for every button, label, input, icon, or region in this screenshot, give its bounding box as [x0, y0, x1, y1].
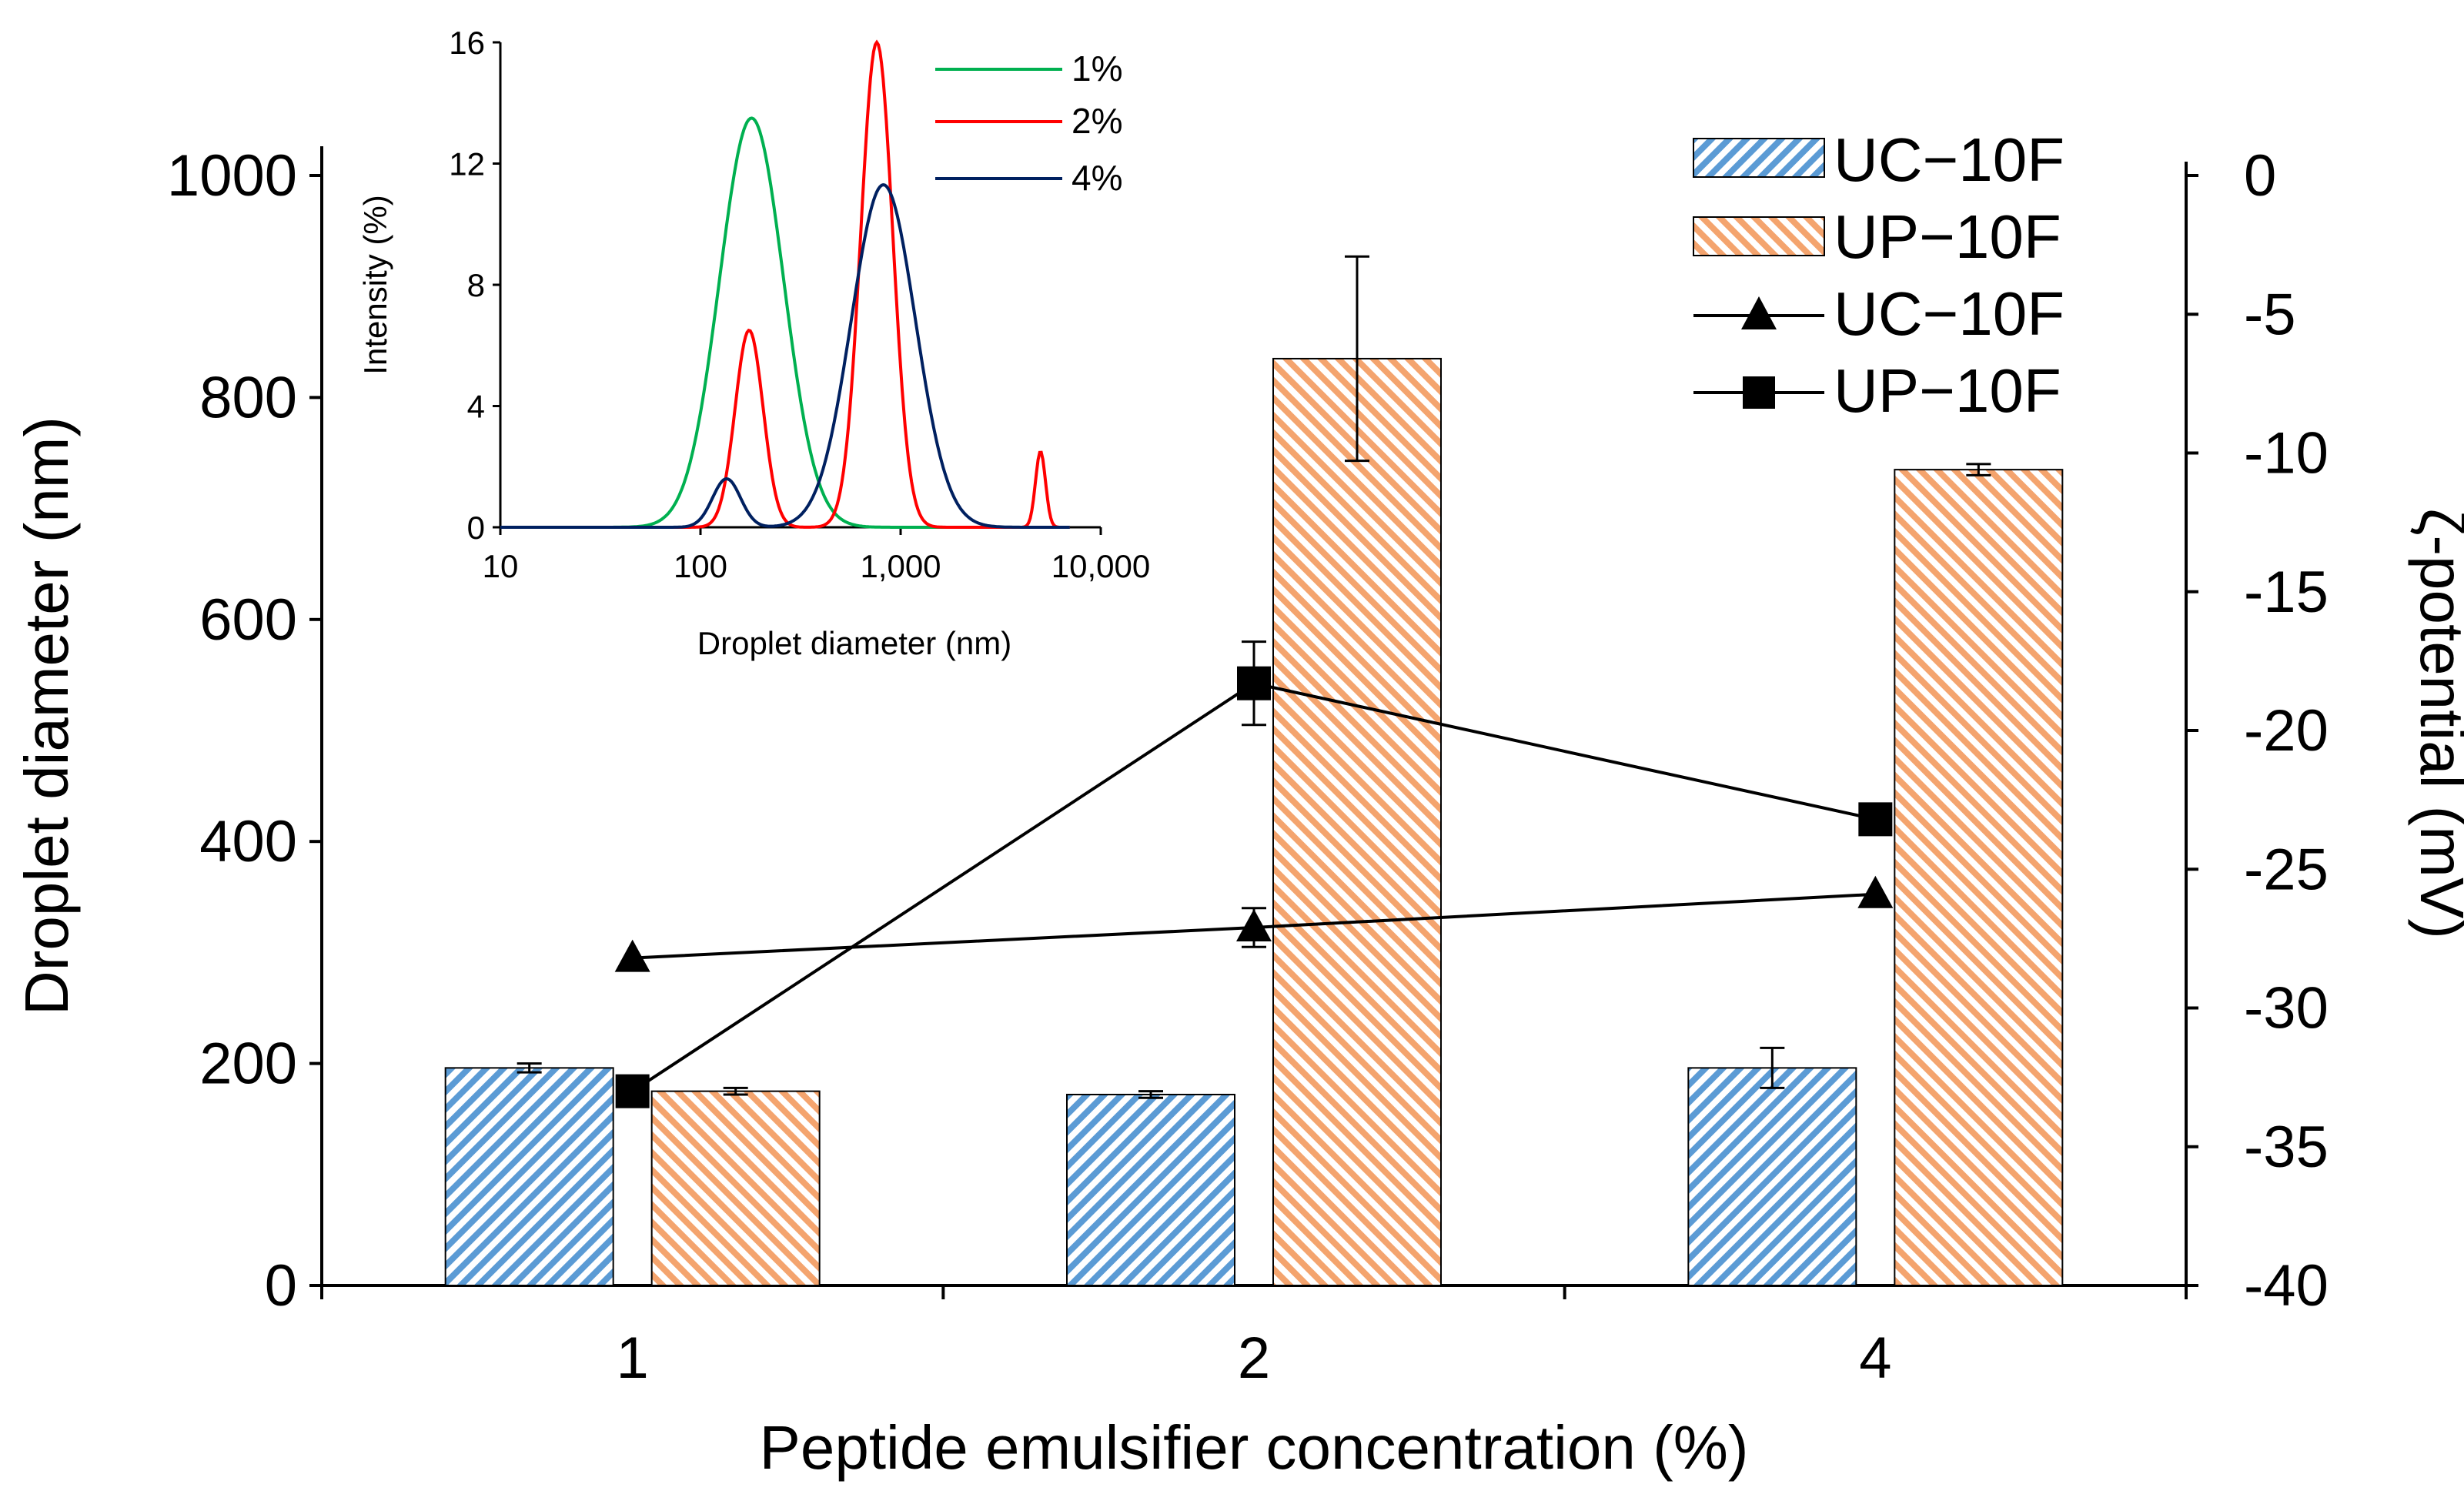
main-x-tick-label: 1 [617, 1325, 649, 1391]
legend-label-line-up: UP−10F [1834, 356, 2061, 425]
marker-square-1 [615, 1074, 650, 1108]
legend-swatch-bar-up [1693, 216, 1825, 256]
main-y2-tick-label: -40 [2244, 1253, 2329, 1319]
legend-swatch-bar-uc [1693, 138, 1825, 178]
inset-series-3-line [500, 183, 1070, 529]
main-y2-tick-label: 0 [2244, 143, 2276, 209]
bar-uc-2 [1066, 1093, 1235, 1286]
bar-uc-4 [1687, 1067, 1857, 1287]
inset-x-tick-label: 100 [674, 548, 727, 584]
inset-x-tick-label: 10,000 [1051, 548, 1150, 584]
main-x-tick-label: 2 [1238, 1325, 1270, 1391]
main-y-tick-label: 0 [265, 1253, 297, 1319]
bar-up-2 [1272, 357, 1442, 1286]
main-x-axis-title: Peptide emulsifier concentration (%) [759, 1413, 1748, 1482]
inset-legend-label-2: 2% [1072, 101, 1122, 141]
legend-label-bar-up: UP−10F [1834, 202, 2061, 271]
main-y-tick-label: 600 [199, 587, 297, 653]
inset-x-tick-label: 10 [483, 548, 519, 584]
inset-y-tick-label: 0 [467, 510, 485, 546]
main-y2-tick-label: -5 [2244, 282, 2296, 347]
inset-y-tick-label: 16 [449, 25, 485, 61]
bar-uc-1 [444, 1067, 614, 1287]
inset-chart: 10 100 1,000 10,000 0 4 8 12 16 Droplet diamete… [357, 25, 1150, 661]
main-x-ticks: 1 2 4 [320, 1285, 2188, 1391]
inset-y-tick-label: 8 [467, 267, 485, 303]
legend-label-line-uc: UC−10F [1834, 279, 2064, 348]
marker-triangle-2 [1236, 908, 1272, 941]
main-x-tick-label: 4 [1859, 1325, 1891, 1391]
inset-y-axis-title: Intensity (%) [357, 195, 393, 374]
main-y-tick-label: 1000 [167, 143, 297, 209]
legend-marker-square-icon [1743, 376, 1775, 409]
main-y-tick-label: 200 [199, 1031, 297, 1097]
bar-up-4 [1894, 469, 2064, 1286]
inset-lines [500, 39, 1070, 529]
inset-background [500, 42, 1101, 527]
inset-y-tick-label: 12 [449, 146, 485, 182]
inset-legend-label-3: 4% [1072, 158, 1122, 198]
marker-triangle-1 [614, 939, 650, 972]
marker-square-2 [1237, 666, 1271, 700]
marker-square-4 [1858, 802, 1893, 837]
main-y2-ticks: -40 -35 -30 -25 -20 -15 -10 -5 0 [2186, 143, 2329, 1319]
inset-y-ticks: 0 4 8 12 16 [449, 25, 500, 546]
main-legend: UC−10F UP−10F UC−10F UP−10F [1693, 125, 2064, 425]
main-y-tick-label: 800 [199, 365, 297, 430]
main-y2-tick-label: -25 [2244, 837, 2329, 902]
main-y-tick-label: 400 [199, 809, 297, 874]
legend-item-line-uc: UC−10F [1693, 279, 2064, 348]
main-y-axis-title: Droplet diameter (nm) [12, 416, 81, 1015]
legend-item-bar-up: UP−10F [1693, 202, 2061, 271]
inset-y-tick-label: 4 [467, 389, 485, 425]
main-y2-tick-label: -20 [2244, 698, 2329, 764]
main-lines [614, 640, 1894, 1108]
inset-legend-label-1: 1% [1072, 48, 1122, 89]
inset-x-tick-label: 1,000 [860, 548, 941, 584]
main-y2-axis-title: ζ-potential (mV) [2408, 508, 2464, 939]
legend-item-line-up: UP−10F [1693, 356, 2061, 425]
inset-legend: 1% 2% 4% [935, 48, 1122, 198]
inset-x-ticks: 10 100 1,000 10,000 [483, 527, 1150, 584]
main-bars [444, 255, 2064, 1287]
main-y-ticks: 0 200 400 600 800 1000 [167, 143, 322, 1319]
legend-label-bar-uc: UC−10F [1834, 125, 2064, 194]
main-y2-tick-label: -15 [2244, 560, 2329, 625]
main-y2-tick-label: -10 [2244, 421, 2329, 486]
bar-up-1 [650, 1090, 821, 1287]
legend-item-bar-uc: UC−10F [1693, 125, 2064, 194]
inset-x-axis-title: Droplet diameter (nm) [697, 625, 1011, 661]
legend-marker-triangle-icon [1741, 296, 1777, 329]
line-up-path [631, 681, 1876, 1093]
main-y2-tick-label: -35 [2244, 1115, 2329, 1180]
marker-triangle-4 [1857, 875, 1894, 908]
main-y2-tick-label: -30 [2244, 976, 2329, 1041]
